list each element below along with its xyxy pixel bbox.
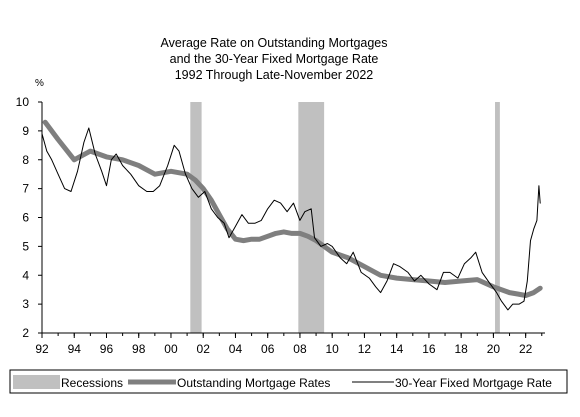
axes: 2 3 4 5 6 7 8 9 10 92 94 96 98 00 02 04 06 08 10 12 14 16 18 20… [16,95,545,356]
x-tick-label-16: 16 [422,342,436,356]
x-tick-label-06: 06 [261,342,275,356]
series-lines [41,119,543,311]
x-tick-label-92: 92 [35,342,49,356]
y-axis-unit: % [35,78,44,89]
x-tick-label-20: 20 [487,342,501,356]
y-tick-label-7: 7 [22,182,29,196]
y-tick-label-5: 5 [22,239,29,253]
x-tick-label-14: 14 [390,342,404,356]
series-line-30-year-fixed-mortgage-rate [41,127,541,311]
recession-bands [190,102,500,333]
legend-label-outstanding-mortgage-rates: Outstanding Mortgage Rates [177,376,330,390]
legend-swatch-recessions [13,375,60,389]
y-tick-label-9: 9 [22,124,29,138]
recession-band-1 [190,102,202,333]
x-tick-label-08: 08 [293,342,307,356]
x-tick-label-04: 04 [229,342,243,356]
legend-label-30-year-fixed-mortgage-rate: 30-Year Fixed Mortgage Rate [395,376,552,390]
chart-title: Average Rate on Outstanding Mortgages an… [161,36,388,82]
x-tick-label-94: 94 [68,342,82,356]
y-tick-label-8: 8 [22,153,29,167]
x-tick-label-18: 18 [454,342,468,356]
recession-band-3 [495,102,500,333]
chart-title-line-2: and the 30-Year Fixed Mortgage Rate [170,52,379,66]
x-tick-label-98: 98 [132,342,146,356]
x-tick-label-00: 00 [164,342,178,356]
series-line-outstanding-mortgage-rates [42,119,543,298]
legend-frame [9,369,568,394]
y-tick-label-2: 2 [22,326,29,340]
x-tick-label-22: 22 [519,342,533,356]
legend: Recessions Outstanding Mortgage Rates 30… [9,369,568,394]
y-tick-label-6: 6 [22,211,29,225]
recession-band-2 [298,102,325,333]
x-tick-label-10: 10 [326,342,340,356]
x-tick-label-12: 12 [358,342,372,356]
chart-title-line-1: Average Rate on Outstanding Mortgages [161,36,388,50]
chart-title-line-3: 1992 Through Late-November 2022 [175,68,374,82]
legend-label-recessions: Recessions [61,376,123,390]
x-tick-label-02: 02 [197,342,211,356]
x-tick-label-96: 96 [100,342,114,356]
y-tick-label-10: 10 [16,95,30,109]
y-tick-label-3: 3 [22,297,29,311]
y-tick-label-4: 4 [22,268,29,282]
